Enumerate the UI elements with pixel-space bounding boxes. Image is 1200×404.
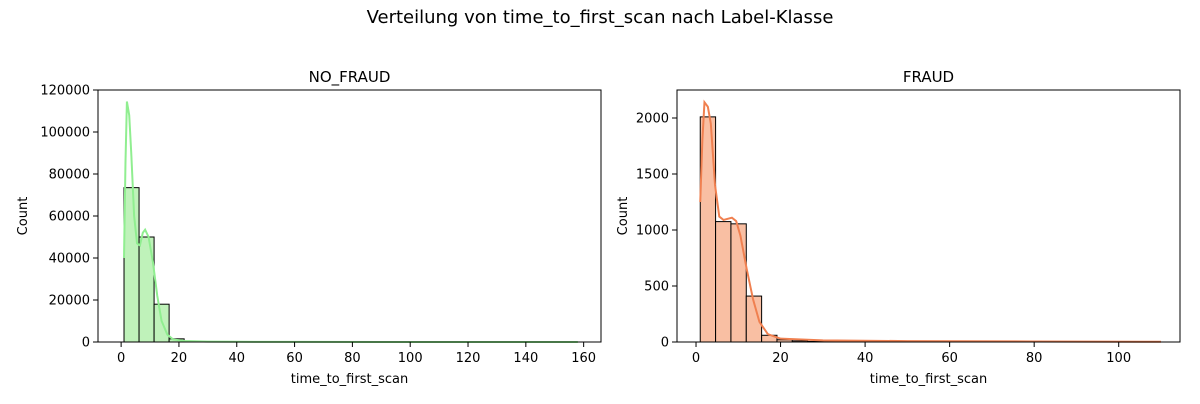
x-tick-label-1: 20 <box>772 351 789 366</box>
x-tick-label-0: 0 <box>117 351 125 366</box>
y-tick-label-6: 120000 <box>40 84 90 99</box>
subplot-title: FRAUD <box>903 68 954 86</box>
x-tick-label-5: 100 <box>1106 351 1131 366</box>
x-tick-label-3: 60 <box>286 351 303 366</box>
x-axis-label: time_to_first_scan <box>870 372 987 387</box>
histogram-bar-0 <box>124 188 139 342</box>
y-tick-label-4: 80000 <box>49 168 90 183</box>
y-tick-label-3: 1500 <box>636 168 669 183</box>
y-tick-label-3: 60000 <box>49 210 90 225</box>
axes-frame <box>98 90 601 342</box>
x-tick-label-4: 80 <box>344 351 361 366</box>
y-tick-label-2: 40000 <box>49 252 90 267</box>
y-tick-label-0: 0 <box>661 336 669 351</box>
x-tick-label-1: 20 <box>171 351 188 366</box>
x-tick-label-3: 60 <box>941 351 958 366</box>
y-tick-label-1: 20000 <box>49 294 90 309</box>
x-tick-label-2: 40 <box>857 351 874 366</box>
kde-line <box>124 102 578 342</box>
histogram-bar-1 <box>716 222 731 342</box>
figure-suptitle: Verteilung von time_to_first_scan nach L… <box>367 7 834 28</box>
subplot-no-fraud: 0 20 40 60 80 100 120 140 160 0 20000 40000 60000 800… <box>16 68 601 387</box>
x-axis-label: time_to_first_scan <box>291 372 408 387</box>
y-axis-label: Count <box>16 197 31 236</box>
y-tick-label-2: 1000 <box>636 224 669 239</box>
subplot-title: NO_FRAUD <box>309 68 391 87</box>
y-tick-label-5: 100000 <box>40 126 90 141</box>
x-tick-label-8: 160 <box>571 351 596 366</box>
histogram-bar-2 <box>731 224 746 342</box>
y-tick-label-0: 0 <box>82 336 90 351</box>
x-tick-label-6: 120 <box>456 351 481 366</box>
x-tick-label-4: 80 <box>1026 351 1043 366</box>
y-tick-label-1: 500 <box>644 280 669 295</box>
x-tick-label-2: 40 <box>228 351 245 366</box>
y-tick-label-4: 2000 <box>636 112 669 127</box>
kde-line <box>700 102 1161 341</box>
y-axis-label: Count <box>616 197 631 236</box>
x-tick-label-0: 0 <box>692 351 700 366</box>
x-tick-label-5: 100 <box>398 351 423 366</box>
x-tick-label-7: 140 <box>513 351 538 366</box>
